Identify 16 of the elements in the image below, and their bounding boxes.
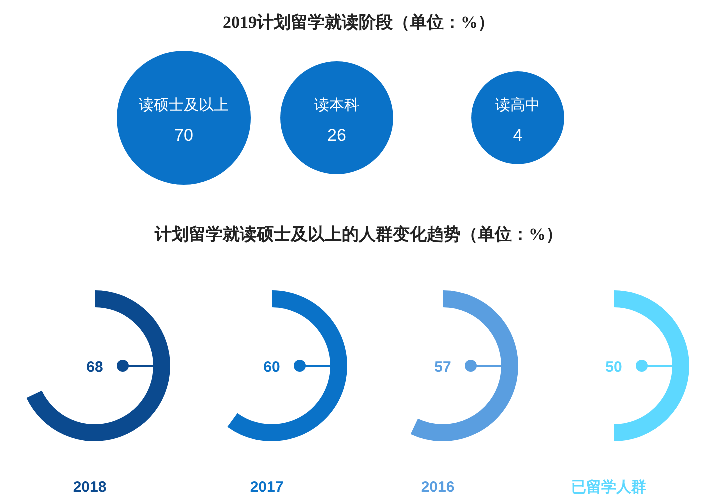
category-label: 读硕士及以上 — [139, 97, 229, 114]
category-label: 已留学人群 — [572, 479, 646, 496]
category-label: 读本科 — [314, 97, 360, 114]
data-label: 26 — [328, 126, 346, 145]
data-label: 70 — [174, 126, 194, 145]
data-label: 68 — [86, 359, 104, 376]
data-label: 50 — [606, 359, 622, 376]
text: 2019计划留学就读阶段（单位：%） — [223, 13, 495, 32]
category-label: 2016 — [421, 479, 455, 496]
category-label: 读高中 — [496, 97, 540, 114]
data-label: 60 — [264, 359, 280, 376]
data-label: 4 — [513, 126, 523, 145]
category-label: 2017 — [250, 479, 284, 496]
data-label: 57 — [434, 359, 452, 376]
text: 计划留学就读硕士及以上的人群变化趋势（单位：%） — [154, 225, 563, 244]
category-label: 2018 — [73, 479, 107, 496]
